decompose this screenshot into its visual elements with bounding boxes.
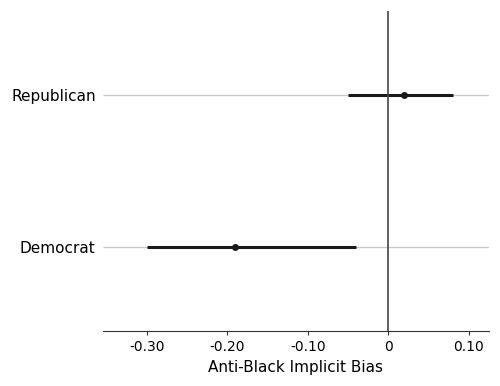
X-axis label: Anti-Black Implicit Bias: Anti-Black Implicit Bias [208, 360, 384, 375]
